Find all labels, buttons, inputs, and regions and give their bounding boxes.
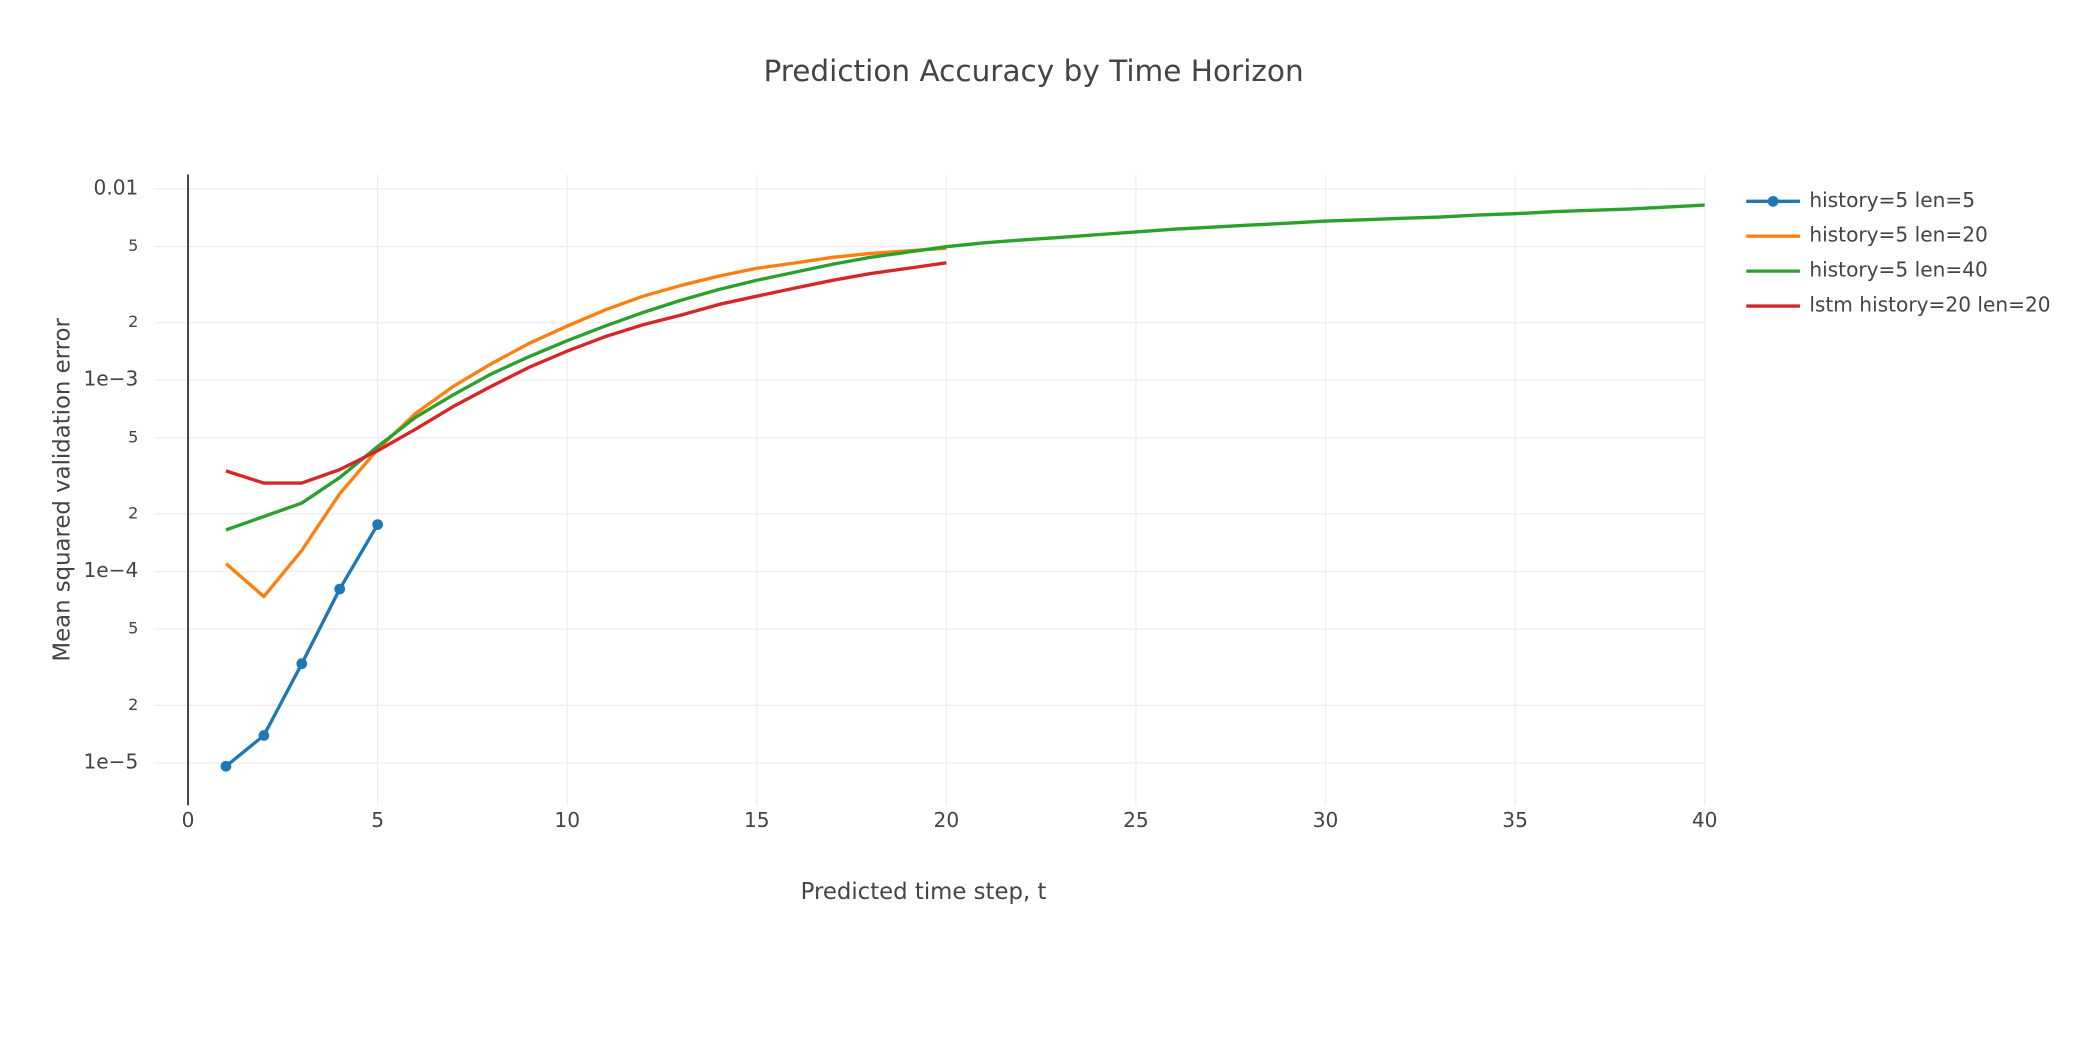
grid [153,174,1706,806]
series-line [225,203,1705,532]
legend-label: history=5 len=40 [1809,258,1987,282]
y-tick-label: 1e−5 [83,749,138,773]
data-point [372,519,383,530]
y-tick-label: 1e−4 [83,558,138,582]
legend-label: history=5 len=5 [1809,188,1975,212]
legend-label: history=5 len=20 [1809,223,1987,247]
x-tick-label: 25 [1123,808,1149,832]
series-line [224,246,947,599]
data-point [334,583,346,595]
x-tick-label: 5 [371,808,384,832]
data-point [296,658,308,670]
x-tick-label: 15 [744,808,770,832]
x-tick-label: 0 [182,808,195,832]
legend-marker [1767,195,1779,207]
x-tick-label: 30 [1313,808,1339,832]
y-tick-label: 2 [128,312,138,331]
x-tick-label: 35 [1502,808,1528,832]
y-tick-label: 1e−3 [83,367,138,391]
series-line [224,523,380,768]
legend-label: lstm history=20 len=20 [1809,293,2050,317]
series-line [225,261,947,485]
x-axis-title: Predicted time step, t [801,879,1047,905]
y-tick-label: 5 [128,236,138,255]
y-tick-label: 2 [128,503,138,522]
y-tick-label: 5 [128,619,138,638]
y-tick-label: 5 [128,427,138,446]
y-axis-title: Mean squared validation error [50,318,76,662]
x-tick-label: 40 [1692,808,1718,832]
data-point [220,760,232,772]
x-tick-label: 20 [934,808,960,832]
y-tick-label: 2 [128,695,138,714]
x-tick-label: 10 [554,808,580,832]
y-tick-label: 0.01 [94,175,139,199]
chart-title: Prediction Accuracy by Time Horizon [763,54,1303,88]
data-point [258,730,270,741]
